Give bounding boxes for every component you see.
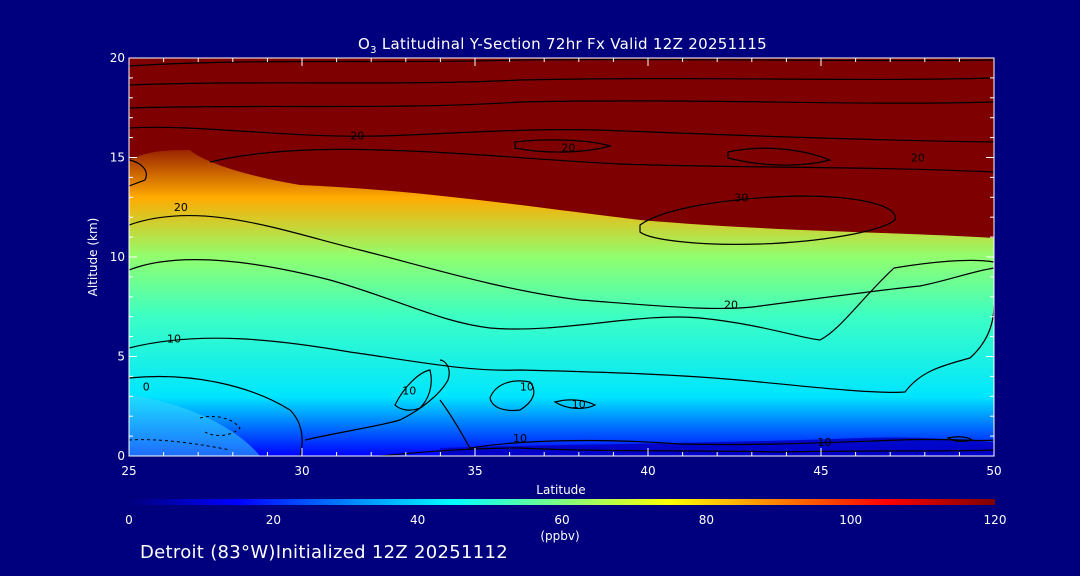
contour-label: 20 xyxy=(561,142,575,155)
contour-line xyxy=(394,369,432,411)
contour-label: 10 xyxy=(520,380,534,393)
contour-label: 20 xyxy=(174,201,188,214)
contour-label: 10 xyxy=(167,333,181,346)
contour-line xyxy=(946,436,974,442)
footer-caption: Detroit (83°W)Initialized 12Z 20251112 xyxy=(140,542,508,563)
contour-line xyxy=(639,195,896,245)
colorbar-tick-label: 40 xyxy=(410,513,425,527)
contour-line xyxy=(553,399,597,409)
contour-line xyxy=(129,100,994,109)
chart-title: O3 Latitudinal Y-Section 72hr Fx Valid 1… xyxy=(357,35,768,56)
contour-line xyxy=(129,375,303,456)
tropopause-shading xyxy=(129,58,994,238)
x-tick-label: 50 xyxy=(986,464,1001,478)
contour-line xyxy=(514,139,613,153)
contour-label: 20 xyxy=(724,299,738,312)
contour-line xyxy=(304,359,450,441)
colorbar-ticks: 0 20 40 60 80 100 120 xyxy=(125,513,1006,527)
contour-label: 20 xyxy=(911,151,925,164)
y-tick-label: 10 xyxy=(110,250,125,264)
plot-area: 20 10 0 20 20 20 20 30 10 10 10 10 10 xyxy=(129,58,994,456)
colorbar xyxy=(129,499,995,505)
contour-label: 10 xyxy=(817,436,831,449)
y-tick-label: 20 xyxy=(110,51,125,65)
contour-label: 10 xyxy=(513,432,527,445)
y-axis: 0 5 10 15 20 xyxy=(110,51,994,463)
colorbar-tick-label: 120 xyxy=(984,513,1007,527)
x-tick-label: 25 xyxy=(121,464,136,478)
x-tick-label: 40 xyxy=(640,464,655,478)
contour-label: 10 xyxy=(402,384,416,397)
contour-line xyxy=(129,259,994,341)
colorbar-tick-label: 0 xyxy=(125,513,133,527)
contour-line xyxy=(129,126,994,143)
contour-line-dashed xyxy=(199,415,241,436)
y-axis-label: Altitude (km) xyxy=(86,218,100,297)
colorbar-tick-label: 80 xyxy=(699,513,714,527)
contour-line xyxy=(129,159,147,187)
contour-line xyxy=(379,447,994,456)
y-tick-label: 15 xyxy=(110,151,125,165)
colorbar-tick-label: 100 xyxy=(839,513,862,527)
x-tick-label: 35 xyxy=(467,464,482,478)
x-axis-label: Latitude xyxy=(536,483,585,497)
x-axis: 25 30 35 40 45 50 xyxy=(121,58,1002,478)
contour-line xyxy=(129,304,994,393)
contour-line xyxy=(129,58,994,67)
contour-line xyxy=(209,148,994,173)
contour-label: 0 xyxy=(143,380,150,393)
colorbar-tick-label: 60 xyxy=(554,513,569,527)
contour-label: 10 xyxy=(572,398,586,411)
y-tick-label: 5 xyxy=(117,350,125,364)
contour-label: 30 xyxy=(734,191,748,204)
contour-label: 20 xyxy=(350,130,364,143)
colorbar-units-label: (ppbv) xyxy=(540,529,579,543)
x-tick-label: 45 xyxy=(813,464,828,478)
contour-line xyxy=(129,77,994,86)
contour-line xyxy=(439,399,994,449)
contour-line-dashed xyxy=(129,439,231,451)
y-tick-label: 0 xyxy=(117,449,125,463)
x-tick-label: 30 xyxy=(294,464,309,478)
contour-line xyxy=(727,147,832,166)
colorbar-tick-label: 20 xyxy=(266,513,281,527)
contour-labels: 20 10 0 20 20 20 20 30 10 10 10 10 10 xyxy=(143,130,925,449)
contour-line xyxy=(129,214,994,310)
contour-line xyxy=(489,380,535,412)
